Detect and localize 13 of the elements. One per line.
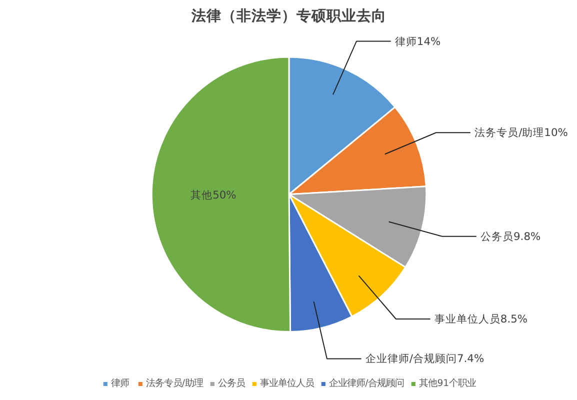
data-label: 律师14% <box>394 34 441 48</box>
data-label: 其他50% <box>190 188 236 202</box>
legend-label: 公务员 <box>218 377 246 390</box>
data-label: 公务员9.8% <box>480 230 541 243</box>
legend-label: 其他91个职业 <box>419 377 476 390</box>
data-label: 企业律师/合规顾问7.4% <box>365 352 484 366</box>
data-label: 事业单位人员8.5% <box>434 312 528 326</box>
legend-label: 企业律师/合规顾问 <box>329 377 404 390</box>
legend-label: 事业单位人员 <box>260 377 314 390</box>
legend-label: 法务专员/助理 <box>146 377 204 390</box>
legend-label: 律师 <box>110 377 130 390</box>
chart-title: 法律（非法学）专硕职业去向 <box>190 8 386 24</box>
data-label: 法务专员/助理10% <box>474 126 568 140</box>
